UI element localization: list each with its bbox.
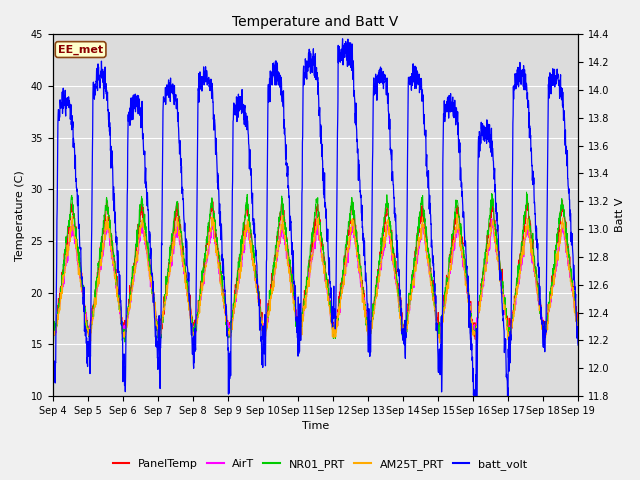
Title: Temperature and Batt V: Temperature and Batt V xyxy=(232,15,399,29)
Text: EE_met: EE_met xyxy=(58,45,103,55)
Y-axis label: Temperature (C): Temperature (C) xyxy=(15,170,25,261)
Legend: PanelTemp, AirT, NR01_PRT, AM25T_PRT, batt_volt: PanelTemp, AirT, NR01_PRT, AM25T_PRT, ba… xyxy=(108,455,532,474)
Y-axis label: Batt V: Batt V xyxy=(615,198,625,232)
X-axis label: Time: Time xyxy=(302,421,329,432)
